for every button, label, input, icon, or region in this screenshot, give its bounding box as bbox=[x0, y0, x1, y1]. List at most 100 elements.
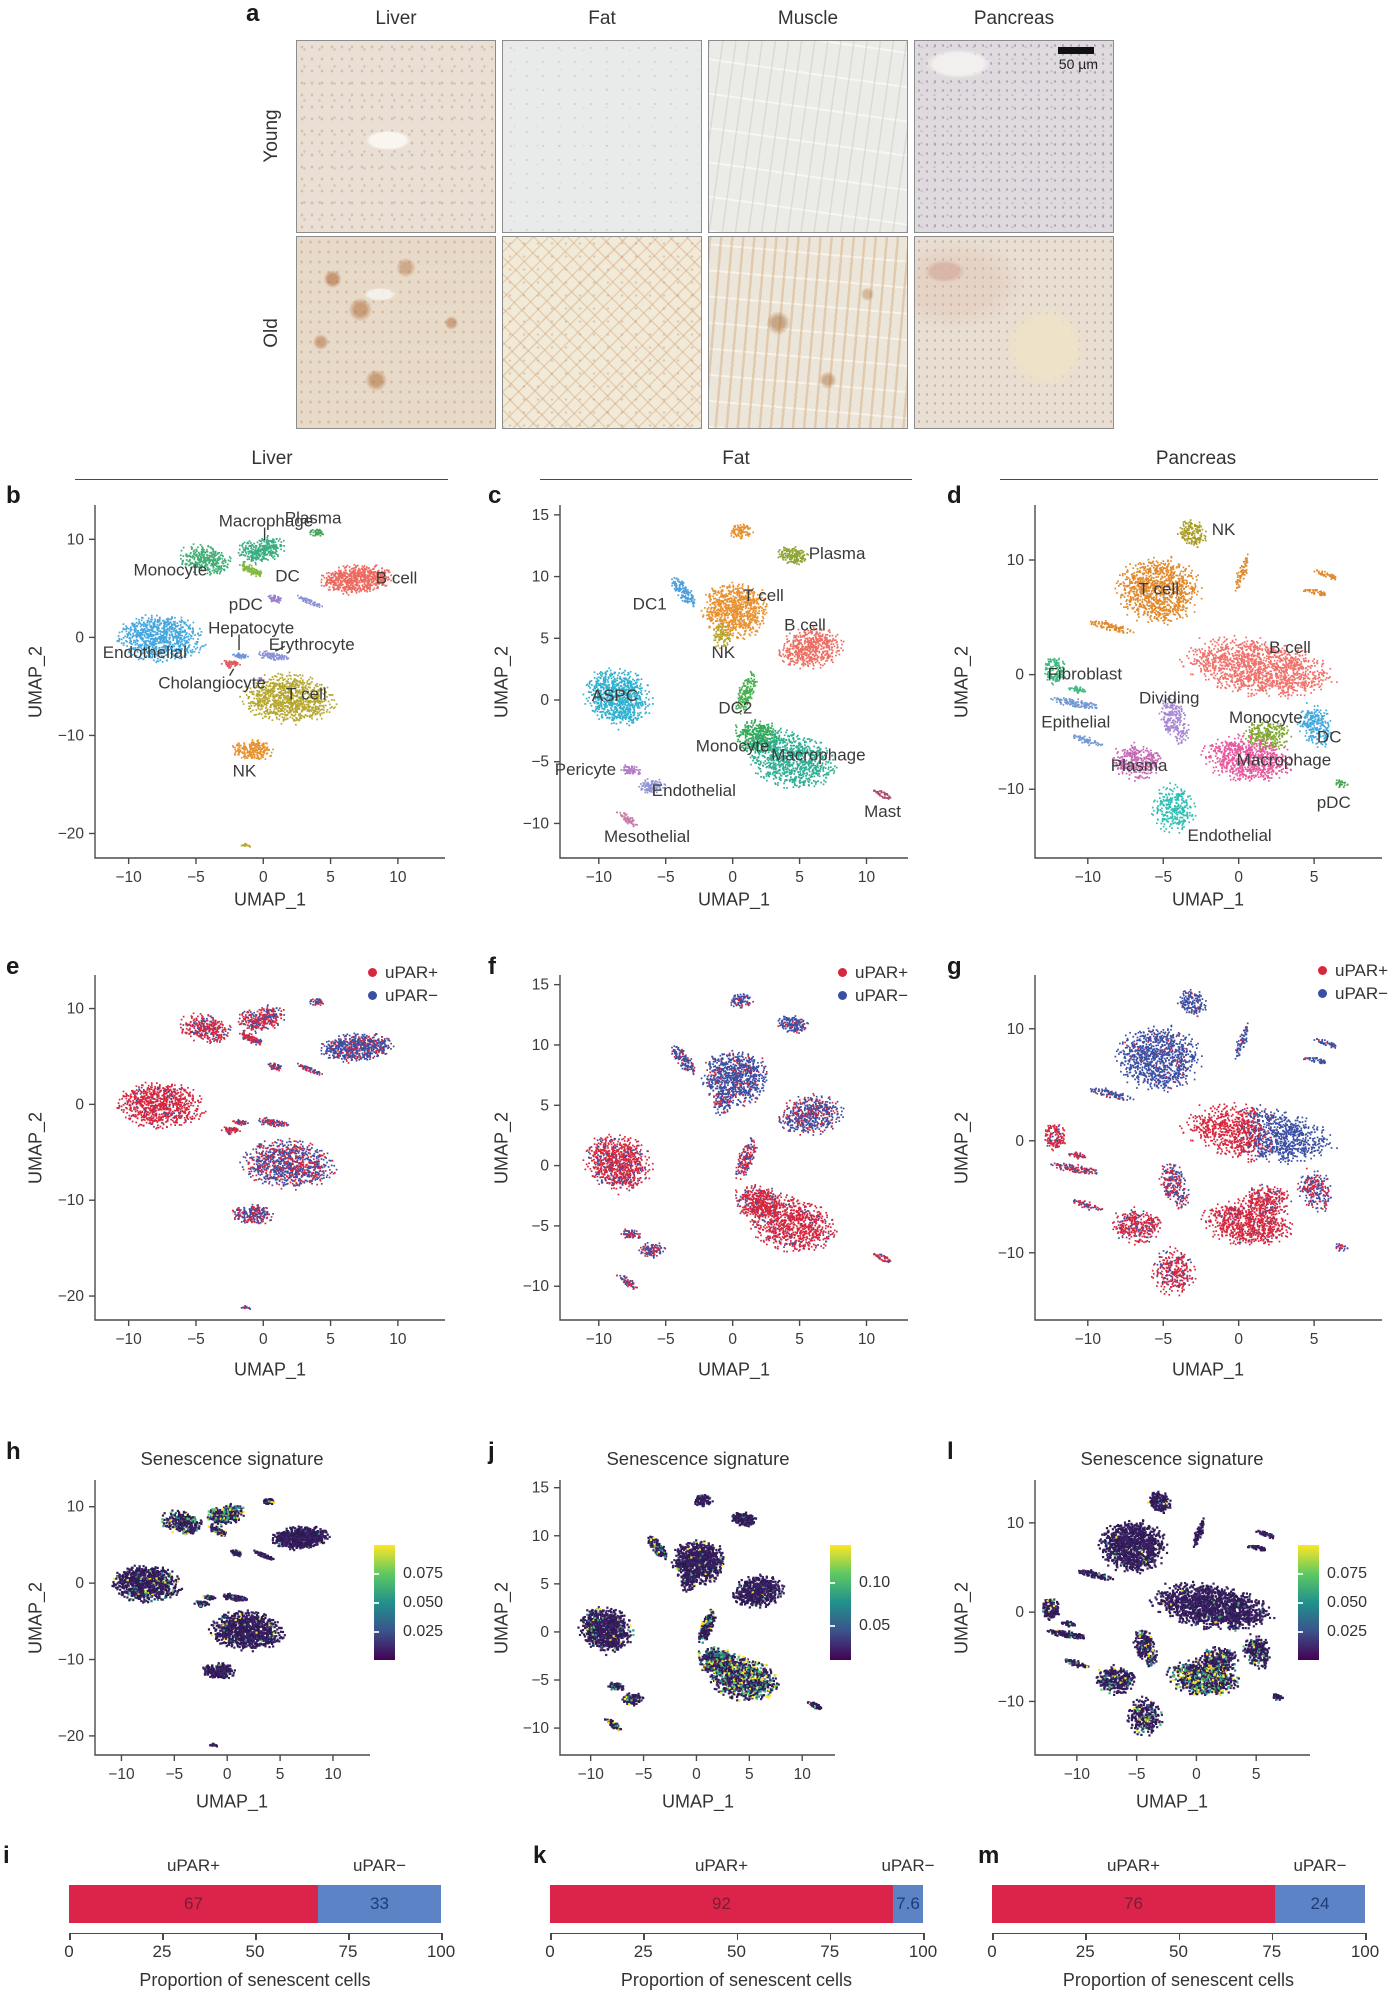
bar-axis-tick bbox=[923, 1933, 925, 1940]
x-axis-label: UMAP_1 bbox=[1171, 1359, 1245, 1380]
colorbar-tick-label: 0.025 bbox=[403, 1623, 444, 1641]
histology-pancreas-old bbox=[914, 236, 1114, 429]
bar-axis-tick-label: 100 bbox=[426, 1942, 456, 1961]
panel-letter-m: m bbox=[978, 1842, 1000, 1869]
section-title-fat: Fat bbox=[722, 448, 750, 469]
scale-bar bbox=[1058, 47, 1094, 54]
bar-segment-upar-pos-k: 92 bbox=[550, 1885, 893, 1923]
x-axis-label: UMAP_1 bbox=[233, 1359, 307, 1380]
bar-axis-tick bbox=[992, 1933, 994, 1940]
senescence-colorbar-j bbox=[830, 1545, 851, 1660]
scale-bar-label: 50 µm bbox=[1058, 56, 1098, 72]
legend-label-pos: uPAR+ bbox=[1335, 961, 1388, 980]
bar-axis-tick-label: 100 bbox=[1350, 1942, 1380, 1961]
bar-segment-upar-pos-i: 67 bbox=[69, 1885, 318, 1923]
colorbar-tick bbox=[830, 1624, 835, 1627]
bar-axis-tick bbox=[643, 1933, 645, 1940]
bar-axis-tick bbox=[162, 1933, 164, 1940]
senescence-colorbar-l bbox=[1298, 1545, 1319, 1660]
legend-label-neg: uPAR− bbox=[855, 986, 909, 1005]
histology-liver-young bbox=[296, 40, 496, 233]
colorbar-tick-label: 0.10 bbox=[859, 1573, 891, 1591]
umap-senescence-fat bbox=[495, 1445, 935, 1825]
bar-x-axis-title-k: Proportion of senescent cells bbox=[620, 1970, 853, 1990]
y-axis-label: UMAP_2 bbox=[25, 1581, 46, 1655]
upar-legend-neg-pancreas: uPAR− bbox=[1318, 984, 1388, 1004]
panel-letter-e: e bbox=[6, 953, 20, 980]
histology-fat-young bbox=[502, 40, 702, 233]
bar-header-upar-pos-i: uPAR+ bbox=[166, 1856, 221, 1875]
umap-upar-pancreas bbox=[945, 940, 1388, 1380]
tissue-column-fat: Fat bbox=[588, 8, 616, 29]
bar-axis-tick-label: 0 bbox=[64, 1942, 74, 1961]
panel-letter-a: a bbox=[246, 0, 260, 27]
upar-legend-pos-liver: uPAR+ bbox=[368, 963, 438, 983]
colorbar-tick bbox=[1298, 1631, 1303, 1634]
bar-axis-tick bbox=[255, 1933, 257, 1940]
colorbar-tick-label: 0.025 bbox=[1327, 1623, 1368, 1641]
bar-axis-tick-label: 0 bbox=[987, 1942, 997, 1961]
x-axis-label: UMAP_1 bbox=[697, 889, 771, 910]
legend-dot-pos bbox=[838, 968, 847, 977]
legend-dot-neg bbox=[838, 991, 847, 1000]
bar-x-axis-title-i: Proportion of senescent cells bbox=[139, 1970, 371, 1990]
histology-fat-old bbox=[502, 236, 702, 429]
x-axis-label: UMAP_1 bbox=[1135, 1791, 1209, 1812]
y-axis-label: UMAP_2 bbox=[491, 1581, 512, 1655]
panel-letter-i: i bbox=[3, 1842, 10, 1869]
bar-axis-tick bbox=[736, 1933, 739, 1940]
panel-letter-j: j bbox=[488, 1438, 495, 1465]
x-axis-label: UMAP_1 bbox=[661, 1791, 735, 1812]
bar-axis-tick bbox=[1365, 1933, 1367, 1940]
y-axis-label: UMAP_2 bbox=[951, 645, 972, 719]
x-axis-label: UMAP_1 bbox=[1171, 889, 1245, 910]
bar-axis-tick bbox=[348, 1933, 350, 1940]
colorbar-tick bbox=[830, 1581, 835, 1584]
bar-axis-tick-label: 25 bbox=[1075, 1942, 1095, 1961]
colorbar-tick-label: 0.075 bbox=[1327, 1564, 1368, 1582]
colorbar-tick-label: 0.050 bbox=[403, 1594, 444, 1612]
umap-senescence-liver bbox=[25, 1445, 465, 1825]
legend-dot-neg bbox=[1318, 989, 1327, 998]
bar-segment-upar-neg-k: 7.6 bbox=[893, 1885, 923, 1923]
panel-letter-b: b bbox=[6, 482, 21, 509]
x-axis-label: UMAP_1 bbox=[195, 1791, 269, 1812]
x-axis-label: UMAP_1 bbox=[233, 889, 307, 910]
upar-legend-neg-fat: uPAR− bbox=[838, 986, 908, 1006]
colorbar-tick bbox=[1298, 1602, 1303, 1605]
y-axis-label: UMAP_2 bbox=[491, 1111, 512, 1185]
bar-axis-tick bbox=[1271, 1933, 1274, 1940]
bar-segment-upar-neg-m: 24 bbox=[1275, 1885, 1365, 1923]
bar-axis-tick-label: 25 bbox=[152, 1942, 172, 1961]
bar-axis-tick-label: 75 bbox=[820, 1942, 840, 1961]
bar-axis-tick-label: 50 bbox=[1169, 1942, 1188, 1961]
panel-letter-k: k bbox=[533, 1842, 547, 1869]
bar-axis-tick-label: 75 bbox=[1262, 1942, 1282, 1961]
legend-label-neg: uPAR− bbox=[1335, 984, 1388, 1003]
tissue-column-pancreas: Pancreas bbox=[973, 8, 1055, 29]
umap-upar-liver bbox=[25, 940, 465, 1380]
section-title-liver: Liver bbox=[251, 448, 293, 469]
colorbar-tick bbox=[374, 1572, 379, 1575]
colorbar-tick bbox=[1298, 1572, 1303, 1575]
x-axis-label: UMAP_1 bbox=[697, 1359, 771, 1380]
bar-header-upar-pos-m: uPAR+ bbox=[1106, 1856, 1161, 1875]
bar-axis-tick-label: 75 bbox=[338, 1942, 358, 1961]
panel-letter-f: f bbox=[488, 953, 496, 980]
colorbar-tick-label: 0.050 bbox=[1327, 1594, 1368, 1612]
senescence-colorbar-h bbox=[374, 1545, 395, 1660]
section-title-pancreas: Pancreas bbox=[1155, 448, 1237, 469]
bar-axis-tick-label: 0 bbox=[545, 1942, 555, 1961]
colorbar-tick-label: 0.05 bbox=[859, 1616, 891, 1634]
tissue-column-liver: Liver bbox=[375, 8, 417, 29]
panel-letter-h: h bbox=[6, 1438, 21, 1465]
upar-legend-pos-fat: uPAR+ bbox=[838, 963, 908, 983]
bar-header-upar-neg-k: uPAR− bbox=[881, 1856, 935, 1875]
upar-legend-pos-pancreas: uPAR+ bbox=[1318, 961, 1388, 981]
umap-clusters-pancreas bbox=[945, 470, 1388, 910]
bar-axis-tick bbox=[69, 1933, 71, 1940]
y-axis-label: UMAP_2 bbox=[25, 1111, 46, 1185]
bar-axis-tick bbox=[441, 1933, 443, 1940]
bar-axis-tick-label: 50 bbox=[727, 1942, 746, 1961]
